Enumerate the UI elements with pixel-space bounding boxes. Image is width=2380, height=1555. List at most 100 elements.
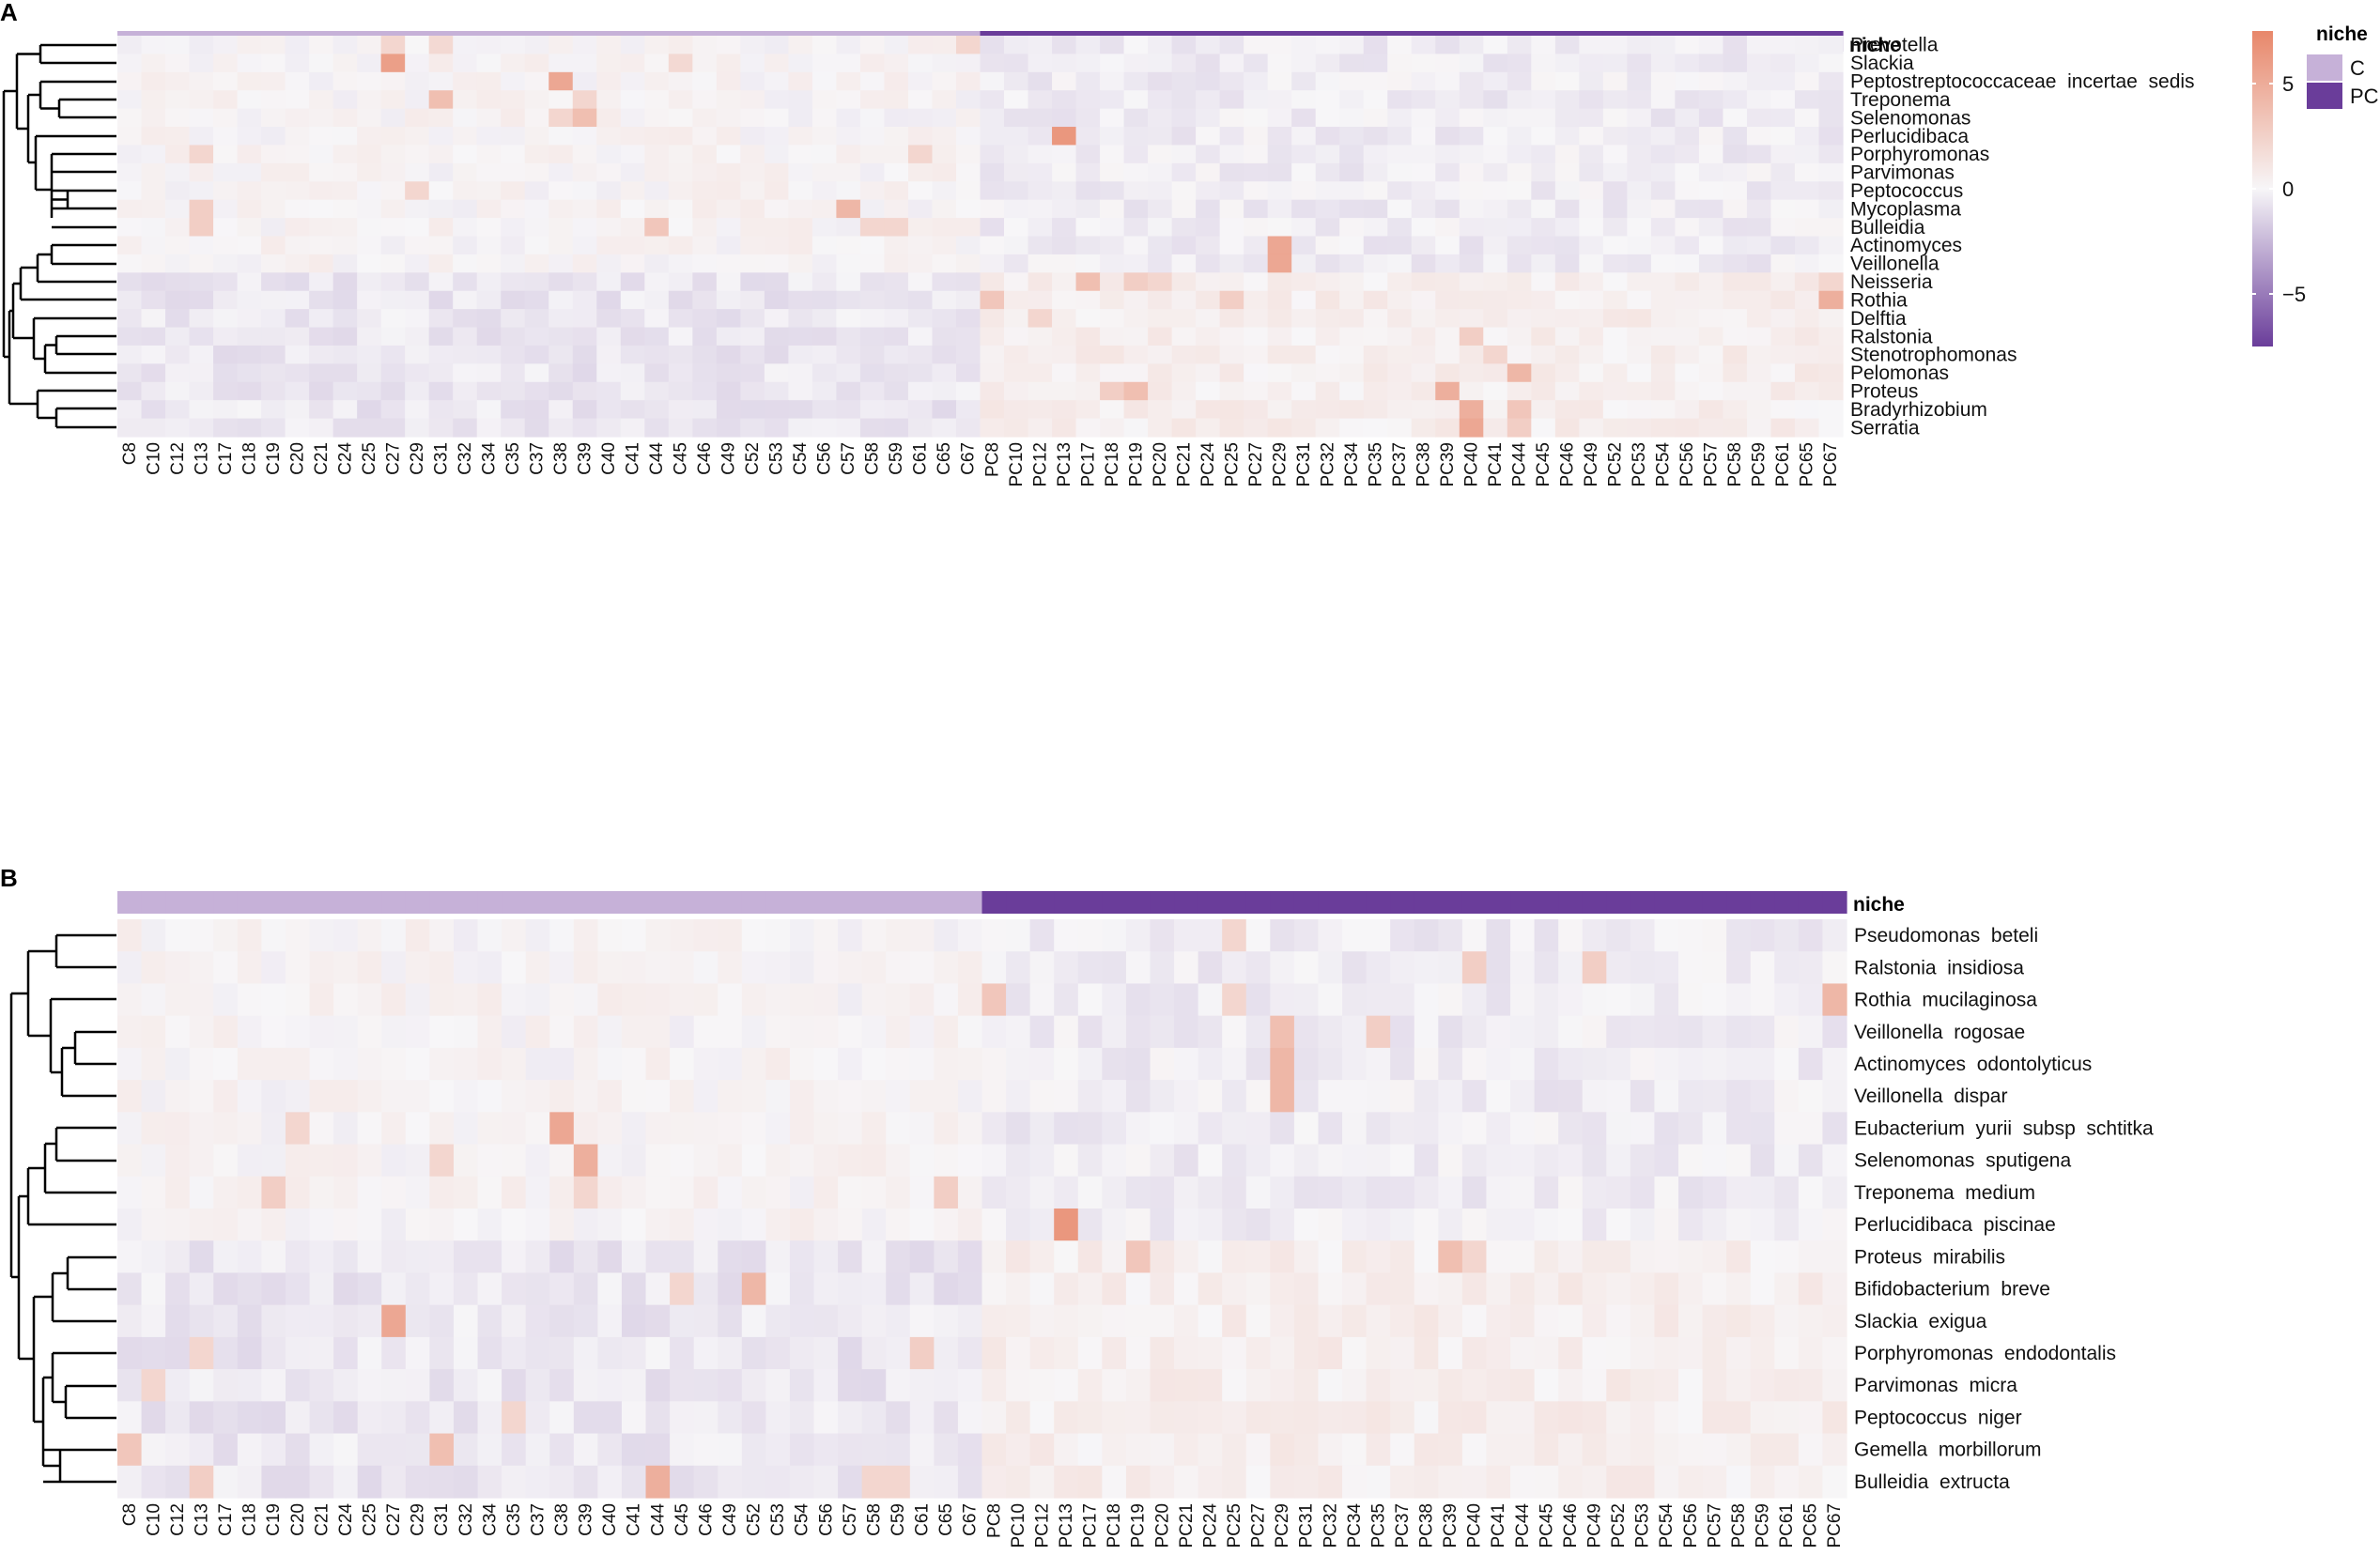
heatmap-cell — [1534, 1272, 1559, 1306]
heatmap-cell — [907, 309, 934, 329]
heatmap-cell — [1650, 254, 1676, 273]
heatmap-cell — [428, 290, 454, 310]
heatmap-cell — [1486, 1272, 1511, 1306]
heatmap-cell — [525, 1433, 550, 1467]
heatmap-cell — [1818, 127, 1844, 146]
colorbar-tick-label: 5 — [2282, 72, 2294, 96]
heatmap-cell — [670, 951, 695, 985]
heatmap-cell — [741, 1209, 766, 1241]
heatmap-cell — [597, 1401, 623, 1435]
heatmap-cell — [1798, 1433, 1824, 1467]
heatmap-cell — [1171, 290, 1197, 310]
heatmap-cell — [1315, 345, 1340, 364]
heatmap-cell — [811, 199, 838, 219]
heatmap-cell — [1102, 1144, 1127, 1178]
heatmap-cell — [141, 418, 166, 438]
heatmap-cell — [1461, 1240, 1488, 1274]
heatmap-cell — [1698, 400, 1724, 420]
heatmap-cell — [596, 71, 622, 91]
heatmap-cell — [1174, 1144, 1199, 1178]
heatmap-cell — [1075, 90, 1101, 110]
heatmap-cell — [716, 381, 741, 401]
heatmap-cell — [117, 1176, 143, 1209]
heatmap-cell — [405, 1369, 430, 1402]
heatmap-cell — [309, 1112, 334, 1146]
heatmap-cell — [1582, 1401, 1607, 1435]
heatmap-cell — [909, 1465, 935, 1499]
heatmap-cell — [1770, 400, 1796, 420]
heatmap-cell — [189, 108, 214, 128]
heatmap-cell — [333, 1047, 359, 1081]
heatmap-cell — [1818, 309, 1844, 329]
heatmap-cell — [741, 1272, 766, 1306]
heatmap-cell — [1702, 919, 1727, 952]
heatmap-cell — [836, 162, 861, 182]
heatmap-cell — [740, 236, 765, 255]
heatmap-cell — [981, 1369, 1007, 1402]
heatmap-cell — [453, 951, 479, 985]
heatmap-cell — [838, 1336, 863, 1370]
heatmap-cell — [1774, 1336, 1800, 1370]
heatmap-cell — [1267, 418, 1292, 438]
column-label: PC25 — [1225, 1503, 1244, 1548]
heatmap-cell — [668, 90, 693, 110]
heatmap-cell — [1627, 145, 1652, 164]
heatmap-cell — [1627, 400, 1652, 420]
heatmap-cell — [811, 290, 838, 310]
heatmap-cell — [1125, 951, 1151, 985]
heatmap-cell — [1150, 1465, 1175, 1499]
heatmap-cell — [741, 1176, 766, 1209]
heatmap-cell — [1148, 363, 1173, 383]
heatmap-cell — [1267, 218, 1292, 238]
heatmap-cell — [261, 363, 286, 383]
heatmap-cell — [213, 1209, 239, 1241]
heatmap-cell — [932, 181, 957, 201]
heatmap-cell — [1414, 919, 1439, 952]
column-label: PC49 — [1582, 442, 1601, 487]
heatmap-cell — [1028, 309, 1053, 329]
heatmap-cell — [859, 327, 886, 346]
heatmap-cell — [309, 418, 334, 438]
heatmap-cell — [1150, 1401, 1175, 1435]
heatmap-cell — [765, 1401, 791, 1435]
heatmap-cell — [693, 1080, 719, 1113]
heatmap-cell — [692, 199, 718, 219]
heatmap-cell — [1630, 1433, 1656, 1467]
heatmap-cell — [597, 1433, 623, 1467]
heatmap-cell — [1006, 1401, 1031, 1435]
heatmap-cell — [1267, 108, 1292, 128]
heatmap-cell — [429, 1047, 455, 1081]
niche-cell-C25 — [357, 891, 382, 914]
heatmap-cell — [859, 218, 886, 238]
heatmap-cell — [285, 327, 310, 346]
panel-b-dendrogram — [9, 933, 116, 1484]
heatmap-cell — [1171, 363, 1197, 383]
heatmap-cell — [1414, 1047, 1439, 1081]
heatmap-cell — [1746, 218, 1772, 238]
heatmap-cell — [1198, 1401, 1223, 1435]
heatmap-cell — [980, 71, 1005, 91]
heatmap-cell — [765, 1304, 791, 1338]
heatmap-cell — [549, 363, 574, 383]
heatmap-cell — [980, 54, 1005, 73]
heatmap-cell — [502, 1336, 527, 1370]
heatmap-cell — [1486, 1112, 1511, 1146]
column-label: PC19 — [1126, 442, 1146, 487]
column-label: PC13 — [1055, 442, 1074, 487]
heatmap-cell — [1630, 1465, 1656, 1499]
heatmap-cell — [501, 381, 526, 401]
heatmap-cell — [932, 218, 957, 238]
heatmap-cell — [1390, 919, 1415, 952]
heatmap-cell — [117, 1369, 143, 1402]
heatmap-cell — [1461, 1112, 1488, 1146]
heatmap-cell — [884, 236, 909, 255]
niche-cell-PC56 — [1678, 891, 1704, 914]
heatmap-cell — [955, 127, 981, 146]
heatmap-cell — [332, 162, 358, 182]
heatmap-cell — [117, 254, 143, 273]
heatmap-cell — [1339, 108, 1365, 128]
row-label: Pseudomonas beteli — [1854, 925, 2038, 947]
heatmap-cell — [788, 162, 813, 182]
heatmap-cell — [886, 1176, 911, 1209]
heatmap-cell — [1798, 983, 1824, 1017]
